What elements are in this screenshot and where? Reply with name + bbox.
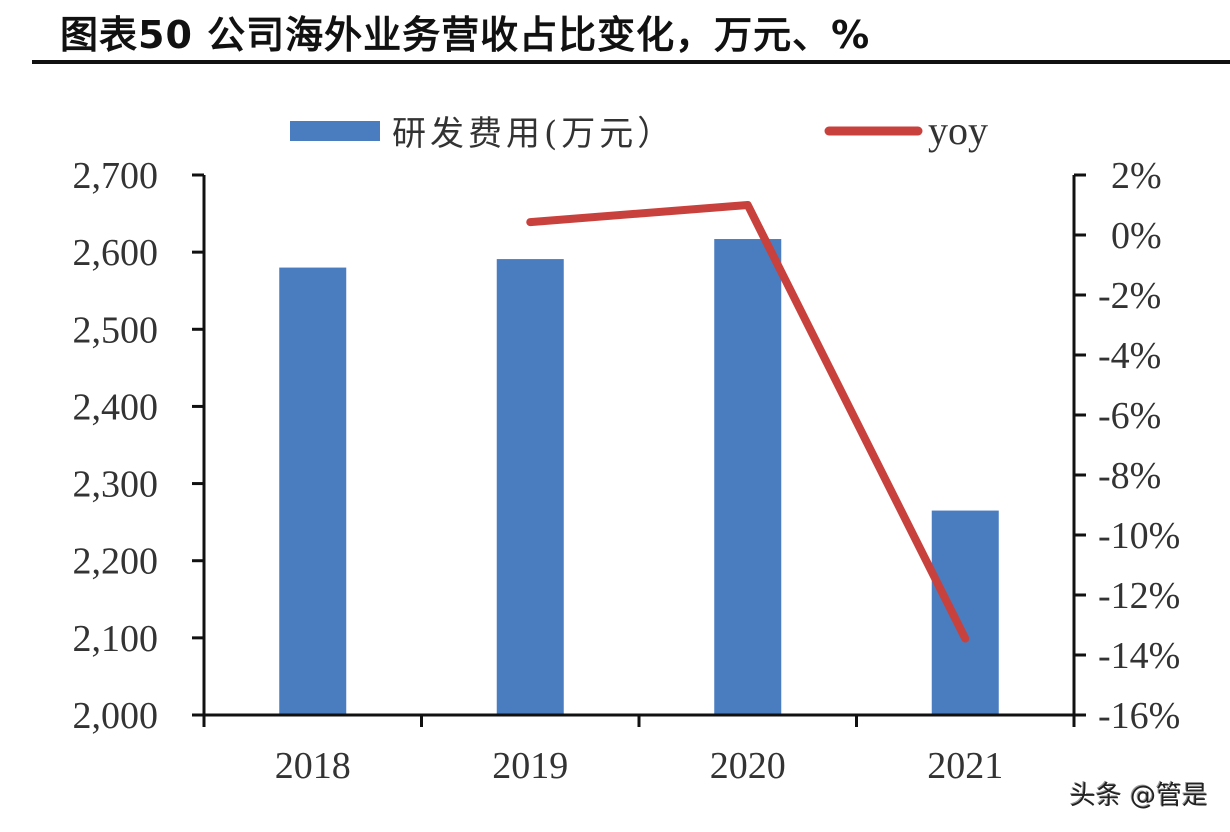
right-axis-tick-label: 2%	[1111, 155, 1162, 197]
left-axis-tick-label: 2,100	[73, 618, 159, 660]
right-axis-tick-label: -12%	[1098, 575, 1180, 617]
bar-2018	[279, 267, 347, 715]
bar-2020	[714, 239, 782, 715]
right-axis-tick-label: -8%	[1098, 455, 1161, 497]
legend-label-bar: 研发费用(万元）	[392, 114, 675, 154]
legend: 研发费用(万元） yoy	[290, 108, 988, 154]
bar-series	[279, 239, 999, 715]
yoy-line	[526, 201, 970, 643]
bar-2019	[496, 259, 564, 715]
x-axis-tick-label: 2020	[710, 745, 786, 787]
right-axis-tick-label: 0%	[1111, 215, 1162, 257]
right-axis-tick-label: -6%	[1098, 395, 1161, 437]
chart-title: 图表50 公司海外业务营收占比变化，万元、%	[60, 13, 871, 57]
left-axis-tick-label: 2,000	[73, 695, 159, 737]
legend-swatch-bar	[290, 121, 380, 141]
right-axis-tick-label: -14%	[1098, 635, 1180, 677]
bar-2021	[931, 510, 999, 715]
left-axis-tick-label: 2,600	[73, 232, 159, 274]
left-axis-tick-label: 2,400	[73, 386, 159, 428]
line-series	[526, 201, 970, 643]
right-axis-tick-label: -4%	[1098, 335, 1161, 377]
legend-label-line: yoy	[928, 108, 988, 153]
right-axis-tick-label: -2%	[1098, 275, 1161, 317]
left-axis-tick-label: 2,700	[73, 155, 159, 197]
x-axis-tick-label: 2021	[927, 745, 1003, 787]
watermark: 头条 @管是	[1069, 781, 1208, 811]
left-axis-tick-label: 2,500	[73, 309, 159, 351]
x-axis-tick-label: 2019	[492, 745, 568, 787]
title-divider	[32, 60, 1230, 64]
left-axis-tick-label: 2,300	[73, 464, 159, 506]
right-axis-tick-label: -10%	[1098, 515, 1180, 557]
left-axis-tick-label: 2,200	[73, 541, 159, 583]
right-axis-tick-label: -16%	[1098, 695, 1180, 737]
axes: 2,000 2,100 2,200 2,300 2,400 2,500 2,600 2,700…	[73, 155, 1181, 787]
x-axis-tick-label: 2018	[275, 745, 351, 787]
